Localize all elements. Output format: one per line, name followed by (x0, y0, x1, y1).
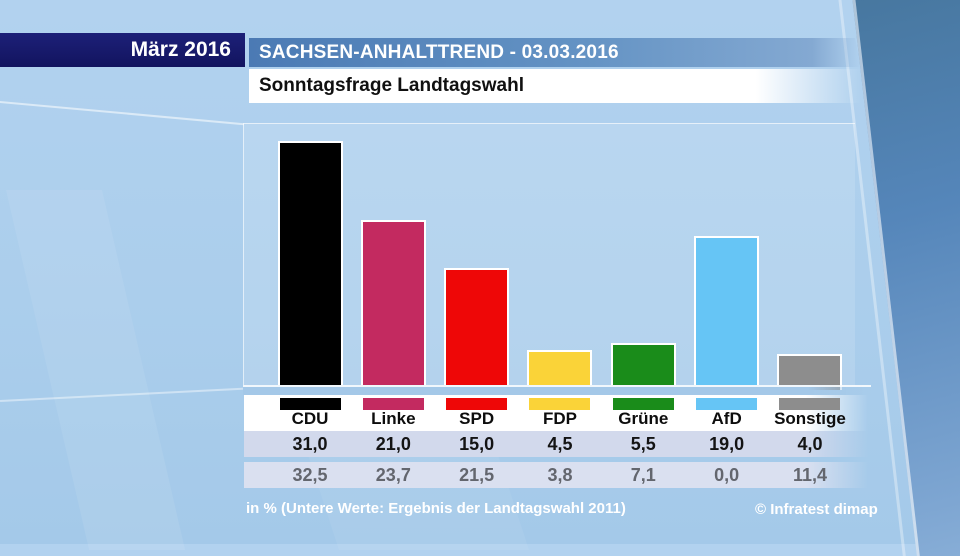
perspective-line-top (0, 101, 244, 126)
bar-cdu (277, 141, 343, 390)
bar-spd (444, 267, 510, 390)
current-values-row (244, 431, 868, 457)
value-2011-linke: 23,7 (375, 465, 411, 485)
right-diagonal-band (852, 0, 960, 556)
value-current-linke: 21,0 (375, 434, 411, 454)
chart-baseline-stripe (243, 385, 871, 395)
value-2011-afd: 0,0 (714, 465, 740, 485)
value-current-afd: 19,0 (709, 434, 745, 454)
bar-sonstige (777, 354, 843, 390)
value-2011-fdp: 3,8 (547, 465, 573, 485)
value-current-spd: 15,0 (459, 434, 495, 454)
bar-stub-afd (696, 398, 758, 410)
value-current-gr-ne: 5,5 (630, 434, 656, 454)
party-label-sonstige: Sonstige (774, 409, 846, 428)
background-accent-shape (6, 190, 186, 550)
value-2011-spd: 21,5 (459, 465, 495, 485)
bar-linke (360, 220, 426, 390)
date-badge: März 2016 (0, 33, 245, 67)
value-2011-cdu: 32,5 (292, 465, 328, 485)
bar-stub-fdp (529, 398, 591, 410)
party-label-linke: Linke (371, 409, 416, 428)
party-label-fdp: FDP (542, 409, 577, 428)
bar-afd (694, 235, 760, 390)
party-label-spd: SPD (459, 409, 495, 428)
page-subtitle: Sonntagsfrage Landtagswahl (249, 69, 867, 103)
bar-stub-linke (362, 398, 424, 410)
value-current-cdu: 31,0 (292, 434, 328, 454)
bar-stub-gr-ne (612, 398, 674, 410)
value-2011-gr-ne: 7,1 (630, 465, 656, 485)
previous-values-row (244, 462, 868, 488)
value-2011-sonstige: 11,4 (792, 465, 827, 485)
copyright: © Infratest dimap (755, 501, 878, 518)
value-current-sonstige: 4,0 (797, 434, 823, 454)
party-label-cdu: CDU (291, 409, 329, 428)
value-current-fdp: 4,5 (547, 434, 573, 454)
page-title: SACHSEN-ANHALTTREND - 03.03.2016 (249, 38, 861, 67)
bar-stub-sonstige (779, 398, 841, 410)
bar-fdp (527, 350, 593, 390)
bar-stub-spd (446, 398, 508, 410)
party-label-afd: AfD (711, 409, 742, 428)
bar-gr-ne (610, 342, 676, 390)
party-label-gr-ne: Grüne (618, 409, 669, 428)
footnote: in % (Untere Werte: Ergebnis der Landtag… (246, 500, 626, 517)
bar-stub-cdu (279, 398, 341, 410)
